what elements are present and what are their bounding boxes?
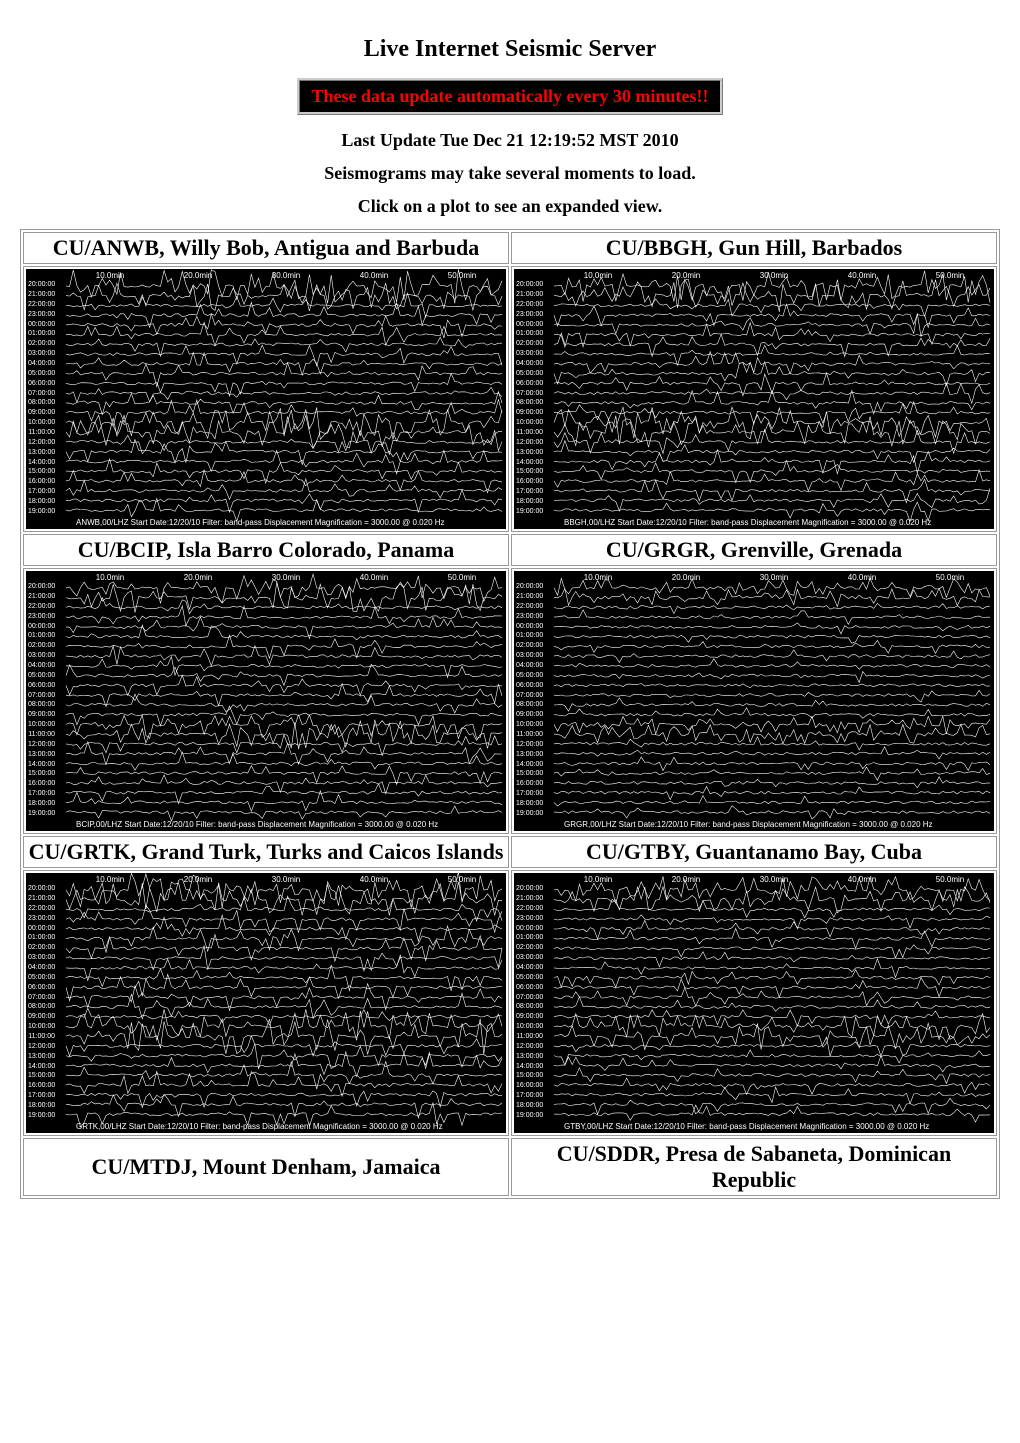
seismogram-axis-top: 10.0min20.0min30.0min40.0min50.0min — [26, 875, 506, 884]
update-banner-container: These data update automatically every 30… — [20, 78, 1000, 115]
seismogram-time-labels: 20:00:0021:00:0022:00:0023:00:0000:00:00… — [28, 885, 55, 1119]
seismogram-plot[interactable]: 10.0min20.0min30.0min40.0min50.0min20:00… — [514, 571, 994, 831]
seismogram-caption: ANWB,00/LHZ Start Date:12/20/10 Filter: … — [76, 518, 445, 527]
seismogram-time-labels: 20:00:0021:00:0022:00:0023:00:0000:00:00… — [28, 281, 55, 515]
update-banner: These data update automatically every 30… — [297, 78, 724, 115]
seismogram-caption: GRGR,00/LHZ Start Date:12/20/10 Filter: … — [564, 820, 933, 829]
seismogram-axis-top: 10.0min20.0min30.0min40.0min50.0min — [26, 573, 506, 582]
seismogram-axis-top: 10.0min20.0min30.0min40.0min50.0min — [514, 573, 994, 582]
seismogram-axis-top: 10.0min20.0min30.0min40.0min50.0min — [26, 271, 506, 280]
seismogram-plot[interactable]: 10.0min20.0min30.0min40.0min50.0min20:00… — [514, 873, 994, 1133]
seismogram-plot[interactable]: 10.0min20.0min30.0min40.0min50.0min20:00… — [26, 571, 506, 831]
last-update-text: Last Update Tue Dec 21 12:19:52 MST 2010 — [20, 130, 1000, 151]
station-title: CU/BCIP, Isla Barro Colorado, Panama — [23, 534, 509, 566]
station-title: CU/SDDR, Presa de Sabaneta, Dominican Re… — [511, 1138, 997, 1196]
page-title: Live Internet Seismic Server — [20, 36, 1000, 63]
station-title: CU/ANWB, Willy Bob, Antigua and Barbuda — [23, 232, 509, 264]
seismogram-time-labels: 20:00:0021:00:0022:00:0023:00:0000:00:00… — [516, 885, 543, 1119]
seismogram-plot[interactable]: 10.0min20.0min30.0min40.0min50.0min20:00… — [26, 873, 506, 1133]
seismogram-time-labels: 20:00:0021:00:0022:00:0023:00:0000:00:00… — [28, 583, 55, 817]
seismogram-axis-top: 10.0min20.0min30.0min40.0min50.0min — [514, 875, 994, 884]
station-title: CU/GRGR, Grenville, Grenada — [511, 534, 997, 566]
station-title: CU/GRTK, Grand Turk, Turks and Caicos Is… — [23, 836, 509, 868]
seismogram-time-labels: 20:00:0021:00:0022:00:0023:00:0000:00:00… — [516, 281, 543, 515]
seismogram-plot[interactable]: 10.0min20.0min30.0min40.0min50.0min20:00… — [514, 269, 994, 529]
seismogram-table: CU/ANWB, Willy Bob, Antigua and Barbuda … — [20, 229, 1000, 1199]
station-title: CU/MTDJ, Mount Denham, Jamaica — [23, 1138, 509, 1196]
seismogram-caption: BCIP,00/LHZ Start Date:12/20/10 Filter: … — [76, 820, 438, 829]
station-title: CU/BBGH, Gun Hill, Barbados — [511, 232, 997, 264]
station-title: CU/GTBY, Guantanamo Bay, Cuba — [511, 836, 997, 868]
seismogram-caption: GRTK,00/LHZ Start Date:12/20/10 Filter: … — [76, 1122, 443, 1131]
seismogram-time-labels: 20:00:0021:00:0022:00:0023:00:0000:00:00… — [516, 583, 543, 817]
click-notice-text: Click on a plot to see an expanded view. — [20, 196, 1000, 217]
seismogram-caption: BBGH,00/LHZ Start Date:12/20/10 Filter: … — [564, 518, 931, 527]
load-notice-text: Seismograms may take several moments to … — [20, 163, 1000, 184]
seismogram-axis-top: 10.0min20.0min30.0min40.0min50.0min — [514, 271, 994, 280]
seismogram-caption: GTBY,00/LHZ Start Date:12/20/10 Filter: … — [564, 1122, 929, 1131]
seismogram-plot[interactable]: 10.0min20.0min30.0min40.0min50.0min20:00… — [26, 269, 506, 529]
